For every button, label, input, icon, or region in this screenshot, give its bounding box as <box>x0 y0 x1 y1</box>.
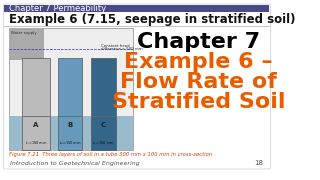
Text: Figure 7.21  Three layers of soil in a tube 300 mm x 100 mm in cross-section: Figure 7.21 Three layers of soil in a tu… <box>9 152 212 157</box>
Text: 18: 18 <box>254 160 263 166</box>
Bar <box>9 28 132 150</box>
Text: Example 6 –: Example 6 – <box>124 52 273 72</box>
Bar <box>22 58 50 116</box>
Text: C: C <box>101 122 106 128</box>
FancyBboxPatch shape <box>4 4 270 169</box>
Text: Water supply: Water supply <box>11 31 37 35</box>
Text: B: B <box>68 122 73 128</box>
Text: Example 6 (7.15, seepage in stratified soil): Example 6 (7.15, seepage in stratified s… <box>9 12 295 26</box>
Text: $\ell_C$=150 mm: $\ell_C$=150 mm <box>92 139 115 147</box>
Bar <box>91 58 116 116</box>
Bar <box>4 5 269 12</box>
Bar <box>9 28 44 60</box>
Text: Introduction to Geotechnical Engineering: Introduction to Geotechnical Engineering <box>10 161 140 165</box>
Text: A: A <box>33 122 39 128</box>
Bar <box>58 116 82 150</box>
Bar <box>9 116 132 150</box>
Text: $\ell_B$=150 mm: $\ell_B$=150 mm <box>59 139 82 147</box>
Text: $\ell_A$=150 mm: $\ell_A$=150 mm <box>25 139 47 147</box>
Text: Constant head: Constant head <box>101 44 130 48</box>
Bar <box>58 58 82 116</box>
Text: Chapter 7 Permeability: Chapter 7 Permeability <box>9 4 106 13</box>
Bar <box>22 116 50 150</box>
Text: Stratified Soil: Stratified Soil <box>112 92 285 112</box>
Text: Flow Rate of: Flow Rate of <box>120 72 277 92</box>
Text: Chapter 7: Chapter 7 <box>137 32 260 52</box>
Text: difference = 500 mm: difference = 500 mm <box>101 47 143 51</box>
Bar <box>91 116 116 150</box>
